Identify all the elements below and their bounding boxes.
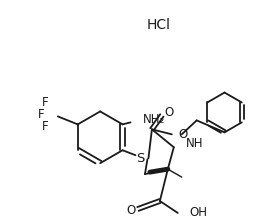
Text: NH: NH xyxy=(186,137,203,150)
Text: S: S xyxy=(136,152,145,165)
Text: OH: OH xyxy=(190,206,208,219)
Text: O: O xyxy=(126,204,136,217)
Text: F: F xyxy=(41,96,48,109)
Text: F: F xyxy=(38,108,44,121)
Text: F: F xyxy=(41,120,48,133)
Text: NH₂: NH₂ xyxy=(143,113,165,126)
Text: O: O xyxy=(164,106,173,119)
Text: HCl: HCl xyxy=(147,18,171,32)
Text: O: O xyxy=(179,128,188,141)
